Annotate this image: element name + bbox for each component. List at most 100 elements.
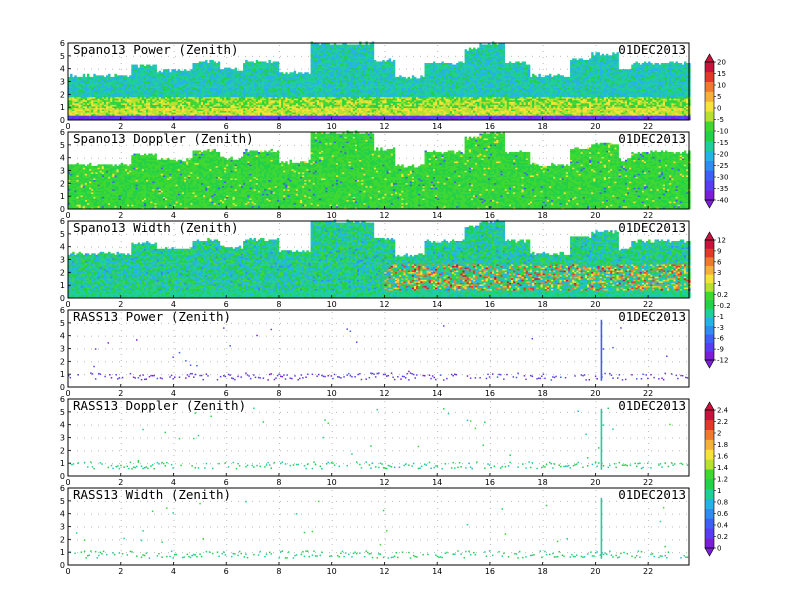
y-tick-label: 4	[60, 154, 65, 163]
x-tick-label: 6	[224, 478, 229, 487]
colorbar-power: 20 15 10 5 0 -5 -10 -15 -20 -25 -30 -35 -40	[704, 53, 728, 209]
colorbar-tick-label: 0.6	[717, 510, 729, 518]
x-tick-label: 10	[327, 300, 337, 309]
colorbar-tick-label: 1.2	[717, 476, 728, 484]
x-tick-label: 8	[276, 478, 281, 487]
panel-date: 01DEC2013	[618, 487, 686, 502]
colorbar-tick-label: -5	[717, 116, 724, 124]
colorbar-tick-label: 0.2	[717, 291, 728, 299]
x-tick-label: 20	[590, 300, 600, 309]
x-tick-label: 18	[538, 389, 548, 398]
y-tick-label: 2	[60, 268, 65, 277]
panel-title: RASS13 Power (Zenith)	[73, 309, 231, 324]
colorbar-tick-label: 0	[717, 105, 721, 113]
colorbar-tick-label: -15	[717, 139, 728, 147]
x-tick-label: 14	[432, 211, 442, 220]
y-tick-label: 3	[60, 256, 65, 265]
data-cells	[68, 219, 691, 299]
y-tick-label: 0	[60, 472, 65, 481]
x-tick-label: 4	[171, 478, 176, 487]
x-tick-label: 18	[538, 211, 548, 220]
x-tick-label: 0	[65, 389, 70, 398]
colorbar-tick-label: -35	[717, 185, 728, 193]
colorbar-tick-label: -6	[717, 335, 725, 343]
x-tick-label: 0	[65, 122, 70, 131]
y-tick-label: 5	[60, 319, 65, 328]
x-tick-label: 12	[379, 567, 389, 576]
colorbar-tick-label: 1	[717, 487, 721, 495]
panel-5: RASS13 Doppler (Zenith) 01DEC201301234560…	[60, 395, 690, 487]
colorbar-tick-label: 1.6	[717, 453, 729, 461]
data-cells	[69, 407, 689, 470]
colorbar-tick-label: 2.2	[717, 418, 728, 426]
x-tick-label: 22	[643, 567, 653, 576]
x-tick-label: 4	[171, 122, 176, 131]
panel-date: 01DEC2013	[618, 220, 686, 235]
y-tick-label: 3	[60, 434, 65, 443]
colorbar-tick-label: 12	[717, 237, 726, 245]
x-tick-label: 0	[65, 300, 70, 309]
colorbar-tick-label: 0.2	[717, 533, 728, 541]
colorbar-tick-label: 1	[717, 280, 721, 288]
y-tick-label: 5	[60, 141, 65, 150]
x-tick-label: 8	[276, 211, 281, 220]
y-tick-label: 0	[60, 116, 65, 125]
y-tick-label: 2	[60, 446, 65, 455]
y-tick-label: 5	[60, 497, 65, 506]
x-tick-label: 4	[171, 567, 176, 576]
colorbar-tick-label: -20	[717, 151, 728, 159]
y-tick-label: 0	[60, 294, 65, 303]
y-tick-label: 6	[60, 128, 65, 137]
y-tick-label: 2	[60, 357, 65, 366]
x-tick-label: 10	[327, 122, 337, 131]
colorbar-tick-label: -40	[717, 197, 728, 205]
y-tick-label: 1	[60, 192, 65, 201]
panel-title: RASS13 Doppler (Zenith)	[73, 398, 246, 413]
colorbar-tick-label: 10	[717, 82, 726, 90]
y-tick-label: 0	[60, 383, 65, 392]
y-tick-label: 4	[60, 421, 65, 430]
colorbar-tick-label: 2.4	[717, 407, 729, 415]
data-cells	[68, 130, 691, 210]
x-tick-label: 0	[65, 478, 70, 487]
x-tick-label: 0	[65, 211, 70, 220]
colorbar-tick-label: -12	[717, 357, 728, 365]
data-cells	[69, 497, 689, 559]
x-tick-label: 18	[538, 567, 548, 576]
x-tick-label: 20	[590, 122, 600, 131]
y-tick-label: 4	[60, 332, 65, 341]
x-tick-label: 16	[485, 300, 495, 309]
y-tick-label: 2	[60, 179, 65, 188]
colorbar-rass: 2.4 2.2 2 1.8 1.6 1.4 1.2 1 0.8 0.6 0.4 0.2 0	[704, 401, 729, 557]
y-tick-label: 5	[60, 230, 65, 239]
y-tick-label: 1	[60, 103, 65, 112]
grid-dots	[70, 312, 687, 385]
y-tick-label: 4	[60, 65, 65, 74]
y-tick-label: 6	[60, 484, 65, 493]
y-tick-label: 1	[60, 548, 65, 557]
x-tick-label: 4	[171, 300, 176, 309]
x-tick-label: 14	[432, 300, 442, 309]
y-tick-label: 2	[60, 90, 65, 99]
x-tick-label: 12	[379, 300, 389, 309]
colorbar-tick-label: 0	[717, 545, 721, 553]
y-tick-label: 1	[60, 370, 65, 379]
x-tick-label: 16	[485, 567, 495, 576]
x-tick-label: 0	[65, 567, 70, 576]
x-tick-label: 8	[276, 122, 281, 131]
x-tick-label: 4	[171, 211, 176, 220]
x-tick-label: 22	[643, 478, 653, 487]
colorbars: 20151050-5-10-15-20-25-30-35-401296310.2…	[704, 53, 731, 557]
x-tick-label: 14	[432, 122, 442, 131]
x-tick-label: 16	[485, 122, 495, 131]
x-tick-label: 8	[276, 389, 281, 398]
data-cells	[68, 319, 689, 381]
panel-date: 01DEC2013	[618, 131, 686, 146]
colorbar-tick-label: 0.4	[717, 522, 729, 530]
